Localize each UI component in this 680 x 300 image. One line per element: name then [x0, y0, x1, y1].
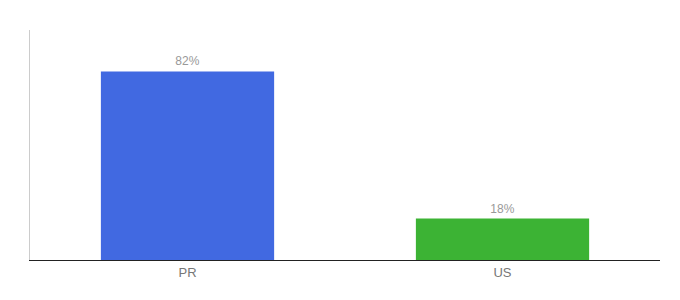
svg-text:82%: 82%	[175, 54, 199, 68]
svg-text:18%: 18%	[490, 202, 514, 216]
svg-text:US: US	[493, 265, 511, 280]
svg-text:PR: PR	[178, 265, 196, 280]
